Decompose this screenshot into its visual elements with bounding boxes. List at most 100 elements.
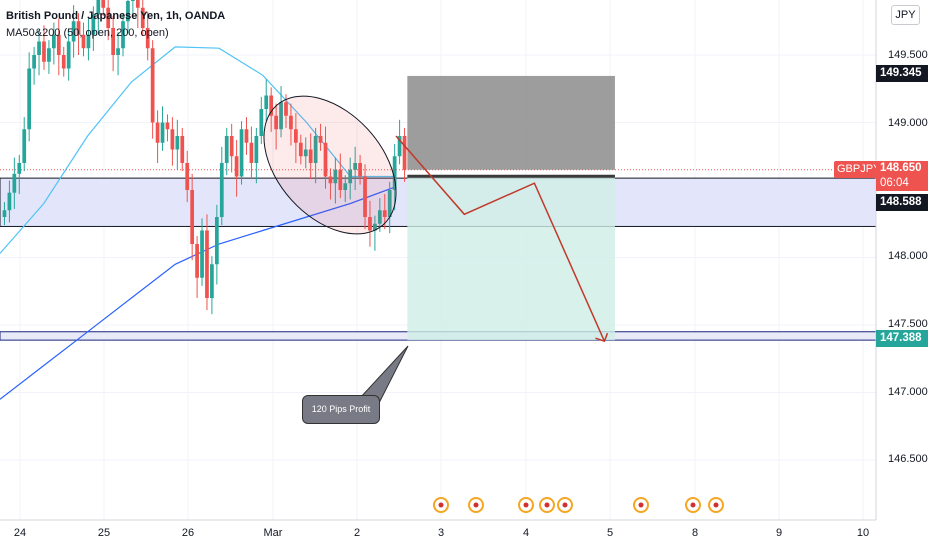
candle-body-47 xyxy=(234,156,239,177)
candle-body-71 xyxy=(353,163,358,170)
candle-body-19 xyxy=(96,0,101,15)
candle-body-46 xyxy=(229,136,234,157)
candle-body-32 xyxy=(160,122,165,143)
y-tick-148000: 148.000 xyxy=(888,250,928,262)
candle-body-68 xyxy=(338,169,343,190)
candle-body-66 xyxy=(328,176,333,184)
y-tick-147500: 147.500 xyxy=(888,318,928,330)
candle-body-41 xyxy=(205,230,209,298)
economic-events[interactable] xyxy=(433,497,724,513)
candle-body-10 xyxy=(51,34,56,49)
candle-body-44 xyxy=(219,163,224,217)
indicator-label[interactable]: MA50&200 (50, open, 200, open) xyxy=(6,27,169,39)
candle-body-17 xyxy=(86,34,91,49)
candle-body-33 xyxy=(165,122,170,130)
x-tick-25: 25 xyxy=(97,527,111,539)
candle-body-49 xyxy=(244,129,249,143)
candle-body-60 xyxy=(298,142,303,157)
price-tag-zone-top: 148.588 xyxy=(876,194,928,211)
candle-body-54 xyxy=(269,95,274,116)
symbol-tag: GBPJPY xyxy=(834,161,884,178)
candle-body-0 xyxy=(2,210,7,217)
candle-body-23 xyxy=(116,48,120,55)
candle-body-35 xyxy=(175,136,180,150)
candle-body-27 xyxy=(135,0,140,8)
candle-body-36 xyxy=(180,136,185,163)
event-dot-1 xyxy=(473,502,479,508)
candle-body-48 xyxy=(239,129,244,177)
candle-body-16 xyxy=(81,34,86,49)
candle-body-7 xyxy=(37,41,41,55)
candle-body-31 xyxy=(155,122,160,143)
ma-line-ma50 xyxy=(0,46,395,254)
candle-body-1 xyxy=(7,192,12,211)
bar-countdown: 06:04 xyxy=(880,177,909,189)
candles xyxy=(2,0,407,315)
stop-loss-box xyxy=(407,75,615,170)
path-arrowhead xyxy=(595,332,609,343)
candle-body-2 xyxy=(12,173,17,193)
candle-body-43 xyxy=(214,217,219,265)
candle-body-45 xyxy=(224,136,229,163)
x-tick-2: 2 xyxy=(353,527,361,539)
currency-button[interactable]: JPY xyxy=(891,5,920,25)
event-dot-0 xyxy=(438,502,444,508)
candle-body-9 xyxy=(47,48,51,62)
candle-body-50 xyxy=(249,142,254,163)
candle-body-29 xyxy=(145,28,150,49)
take-profit-box xyxy=(407,177,615,341)
candle-body-79 xyxy=(392,156,397,190)
pattern-ellipse xyxy=(263,95,397,235)
candle-body-52 xyxy=(259,109,264,136)
chart-title: British Pound / Japanese Yen, 1h, OANDA xyxy=(6,10,226,22)
candle-body-37 xyxy=(185,163,190,190)
zones xyxy=(0,75,877,341)
x-tick-26: 26 xyxy=(181,527,195,539)
y-tick-146500: 146.500 xyxy=(888,453,928,465)
candle-body-78 xyxy=(387,190,392,217)
candle-body-64 xyxy=(318,136,323,143)
candle-body-8 xyxy=(42,41,46,62)
x-tick-8: 8 xyxy=(691,527,699,539)
candle-body-21 xyxy=(106,7,111,28)
x-tick-10: 10 xyxy=(856,527,870,539)
candle-body-63 xyxy=(313,136,318,163)
projected-path xyxy=(395,135,606,342)
y-tick-149500: 149.500 xyxy=(888,49,928,61)
current-price: 148.650 xyxy=(880,162,922,174)
candle-body-76 xyxy=(377,210,382,224)
y-tick-147000: 147.000 xyxy=(888,386,928,398)
candle-body-42 xyxy=(210,264,214,298)
profit-callout[interactable]: 120 Pips Profit xyxy=(302,395,380,424)
candle-body-69 xyxy=(343,183,348,190)
candle-body-22 xyxy=(111,28,115,55)
candle-body-13 xyxy=(66,41,71,69)
x-tick-5: 5 xyxy=(606,527,614,539)
candle-body-28 xyxy=(140,7,145,28)
candle-body-18 xyxy=(91,14,96,35)
x-tick-mar: Mar xyxy=(263,527,283,539)
x-tick-9: 9 xyxy=(775,527,783,539)
candle-body-5 xyxy=(27,68,32,130)
x-tick-3: 3 xyxy=(437,527,445,539)
candle-body-72 xyxy=(358,163,362,177)
candle-body-53 xyxy=(264,95,269,109)
candle-body-11 xyxy=(56,34,61,55)
y-tick-149000: 149.000 xyxy=(888,117,928,129)
x-tick-4: 4 xyxy=(522,527,530,539)
candle-body-57 xyxy=(284,102,288,116)
entry-line xyxy=(407,174,615,178)
candle-body-56 xyxy=(279,102,283,130)
event-dot-6 xyxy=(690,502,696,508)
candle-body-73 xyxy=(363,176,367,217)
event-dot-7 xyxy=(713,502,719,508)
candle-body-62 xyxy=(308,149,313,163)
candle-body-26 xyxy=(131,0,135,1)
candle-body-80 xyxy=(397,136,402,157)
candle-body-58 xyxy=(289,115,293,130)
candle-body-6 xyxy=(32,55,36,69)
candle-body-14 xyxy=(71,21,76,42)
candle-body-25 xyxy=(126,0,130,22)
price-tag-target: 147.388 xyxy=(876,330,928,347)
